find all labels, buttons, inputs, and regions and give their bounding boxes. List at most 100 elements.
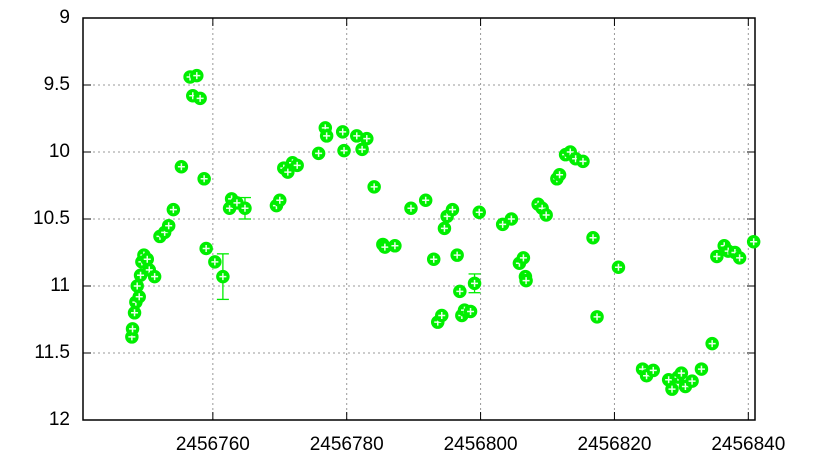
point-cross xyxy=(579,157,587,165)
point-cross xyxy=(475,208,483,216)
point xyxy=(319,129,334,143)
point xyxy=(646,363,661,378)
point xyxy=(311,146,326,161)
point xyxy=(467,276,482,291)
x-tick-label: 2456820 xyxy=(577,434,651,455)
point xyxy=(590,310,604,324)
point-cross xyxy=(750,238,758,246)
point-cross xyxy=(353,132,361,140)
point xyxy=(516,251,531,265)
point xyxy=(705,336,719,351)
x-tick-label: 2456780 xyxy=(310,434,384,455)
point-cross xyxy=(196,94,204,102)
point-cross xyxy=(438,311,446,319)
point xyxy=(674,366,689,380)
point-cross xyxy=(713,253,721,261)
point-cross xyxy=(370,183,378,191)
point-cross xyxy=(143,255,151,263)
point xyxy=(335,125,350,139)
y-tick-label: 11.5 xyxy=(34,342,70,363)
x-tick-label: 2456800 xyxy=(444,434,518,455)
point xyxy=(418,193,433,207)
point xyxy=(199,241,213,256)
point xyxy=(197,172,211,186)
point xyxy=(132,289,146,304)
point-cross xyxy=(151,273,159,281)
point-cross xyxy=(708,340,716,348)
y-tick-label: 10 xyxy=(49,141,70,162)
point xyxy=(174,159,189,174)
point xyxy=(685,374,699,388)
point xyxy=(190,68,204,83)
point-cross xyxy=(233,199,241,207)
point xyxy=(140,252,155,266)
point-cross xyxy=(276,196,284,204)
point-cross xyxy=(129,325,137,333)
y-tick-label: 10.5 xyxy=(33,208,70,229)
point xyxy=(273,193,287,207)
point-cross xyxy=(241,204,249,212)
point-cross xyxy=(340,147,348,155)
point-cross xyxy=(736,254,744,262)
point xyxy=(710,249,724,264)
point-cross xyxy=(448,206,456,214)
point xyxy=(445,202,460,217)
x-tick-label: 2456840 xyxy=(711,434,785,455)
point xyxy=(732,251,747,265)
point xyxy=(694,362,709,376)
point xyxy=(426,252,441,266)
point-cross xyxy=(440,224,448,232)
point xyxy=(125,322,140,336)
point-cross xyxy=(665,376,673,384)
point xyxy=(437,221,452,236)
point xyxy=(453,284,467,299)
point-cross xyxy=(315,149,323,157)
point-cross xyxy=(169,206,177,214)
point-cross xyxy=(519,254,527,262)
point-cross xyxy=(381,243,389,251)
point-cross xyxy=(593,313,601,321)
point xyxy=(576,154,590,169)
point xyxy=(208,255,222,269)
point-cross xyxy=(165,222,173,230)
point-cross xyxy=(407,204,415,212)
point-cross xyxy=(522,277,530,285)
point xyxy=(519,273,533,288)
point-cross xyxy=(614,263,622,271)
x-tick-label: 2456760 xyxy=(176,434,250,455)
point-cross xyxy=(668,385,676,393)
point xyxy=(238,201,252,216)
point-cross xyxy=(649,366,657,374)
point xyxy=(193,91,207,106)
point-cross xyxy=(430,255,438,263)
plot-frame xyxy=(82,17,756,421)
point-cross xyxy=(499,220,507,228)
point-cross xyxy=(135,293,143,301)
point xyxy=(463,304,478,319)
point-cross xyxy=(456,287,464,295)
point-cross xyxy=(556,171,564,179)
point xyxy=(586,231,600,245)
point-cross xyxy=(443,212,451,220)
point-cross xyxy=(422,196,430,204)
point-cross xyxy=(391,242,399,250)
point-cross xyxy=(177,163,185,171)
point xyxy=(161,218,176,233)
point-cross xyxy=(284,168,292,176)
point-cross xyxy=(697,365,705,373)
point-cross xyxy=(453,251,461,259)
point-cross xyxy=(688,377,696,385)
point-cross xyxy=(681,383,689,390)
point xyxy=(355,142,369,157)
point-cross xyxy=(339,128,347,136)
point xyxy=(435,308,449,323)
point-cross xyxy=(323,132,331,140)
point xyxy=(147,269,162,284)
point-cross xyxy=(226,204,234,212)
point-cross xyxy=(507,215,515,223)
point-cross xyxy=(467,307,475,315)
point-cross xyxy=(202,244,210,252)
point xyxy=(472,205,486,220)
y-tick-label: 9.5 xyxy=(44,74,70,95)
